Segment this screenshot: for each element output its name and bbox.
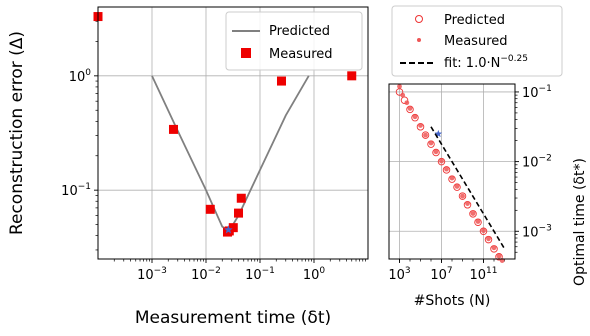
inset-legend: Predicted Measured fit: 1.0·N−0.25 — [391, 5, 563, 77]
measured-error-point — [347, 71, 357, 81]
inset-measured-point — [397, 84, 402, 89]
main-legend: Predicted Measured — [225, 11, 363, 71]
measured-error-point — [228, 223, 238, 233]
inset-measured-point — [465, 201, 470, 206]
inset-x-ticks: 103 107 1011 — [388, 259, 505, 283]
measured-error-point — [236, 193, 246, 203]
inset-predicted-point — [474, 218, 482, 226]
inset-measured-point — [454, 184, 460, 189]
inset-measured-point — [475, 219, 481, 224]
legend-inset-measured-label: Measured — [444, 34, 508, 49]
inset-y-axis-label: Optimal time (δt*) — [572, 158, 588, 286]
main-axes-frame — [97, 6, 369, 260]
inset-measured-point — [404, 100, 410, 106]
legend-inset-measured-key — [417, 38, 421, 42]
inset-measured-point — [400, 92, 406, 98]
inset-plot-area — [395, 84, 506, 263]
main-y-tick-label: 10−1 — [61, 182, 91, 199]
measured-error-point — [168, 124, 178, 134]
legend-fit-label: fit: 1.0·N−0.25 — [444, 54, 528, 71]
inset-predicted-point — [479, 227, 488, 236]
main-chart: 10−3 10−2 10−1 100 10−1 100 Measurement time… — [7, 6, 369, 328]
inset-predicted-point — [400, 96, 409, 105]
inset-measured-point — [496, 253, 502, 259]
inset-predicted-point — [442, 166, 451, 174]
inset-predicted-point — [458, 192, 467, 200]
inset-measured-point — [407, 106, 413, 111]
main-x-tick-label: 10−2 — [191, 266, 221, 283]
inset-measured-point — [481, 228, 486, 234]
main-x-tick-label: 100 — [303, 266, 326, 283]
predicted-error-curve — [151, 75, 310, 231]
inset-measured-point — [491, 245, 497, 251]
main-x-tick-label: 10−3 — [137, 266, 167, 283]
fit-line — [430, 126, 506, 250]
inset-optimal-star — [434, 129, 443, 138]
inset-measured-point — [418, 123, 423, 128]
inset-predicted-point — [432, 148, 440, 157]
legend-measured-square-key — [241, 48, 251, 58]
inset-predicted-point — [453, 183, 461, 191]
inset-predicted-point — [469, 210, 477, 218]
inset-measured-point — [460, 193, 465, 199]
inset-x-tick-label: 103 — [388, 266, 410, 283]
inset-measured-point — [423, 132, 428, 138]
inset-x-tick-label: 1011 — [470, 266, 498, 283]
legend-measured-label: Measured — [269, 47, 333, 62]
main-y-tick-label: 100 — [69, 68, 92, 85]
inset-y-tick-label: 10−1 — [522, 84, 552, 101]
measured-error-point — [234, 208, 244, 218]
inset-measured-point — [486, 236, 491, 242]
measured-error-point — [276, 76, 286, 86]
measured-error-point — [205, 204, 215, 214]
inset-chart: 103 107 1011 10−1 10−2 10−3 #Shots (N) Optim… — [388, 5, 588, 309]
legend-predicted-label: Predicted — [269, 24, 330, 39]
inset-measured-point — [470, 211, 476, 216]
inset-x-tick-label: 107 — [430, 266, 452, 283]
inset-grid — [389, 84, 515, 259]
inset-legend-box — [391, 5, 563, 77]
inset-measured-point — [412, 114, 418, 120]
inset-y-ticks: 10−1 10−2 10−3 — [515, 84, 552, 253]
legend-inset-predicted-label: Predicted — [444, 13, 505, 28]
inset-y-tick-label: 10−2 — [522, 154, 552, 171]
inset-predicted-point — [421, 131, 430, 139]
inset-x-axis-label: #Shots (N) — [414, 293, 491, 309]
main-y-axis-label: Reconstruction error (Δ) — [7, 31, 27, 235]
legend-inset-predicted-key — [415, 15, 423, 23]
inset-measured-point — [439, 158, 444, 164]
inset-axes-frame — [388, 83, 516, 260]
main-x-ticks: 10−3 10−2 10−1 100 — [113, 259, 366, 283]
main-legend-box — [225, 11, 363, 71]
main-y-ticks: 10−1 100 — [61, 20, 98, 251]
inset-predicted-point — [484, 235, 493, 244]
main-x-tick-label: 10−1 — [245, 266, 275, 283]
inset-predicted-point — [495, 253, 503, 261]
inset-measured-point — [428, 140, 434, 146]
inset-measured-point — [449, 175, 455, 181]
inset-y-tick-label: 10−3 — [522, 223, 552, 240]
inset-predicted-point — [437, 157, 446, 166]
main-x-axis-label: Measurement time (δt) — [135, 308, 331, 328]
inset-measured-point — [444, 166, 449, 172]
inset-measured-point — [433, 149, 439, 155]
optimal-point-star — [224, 225, 233, 234]
